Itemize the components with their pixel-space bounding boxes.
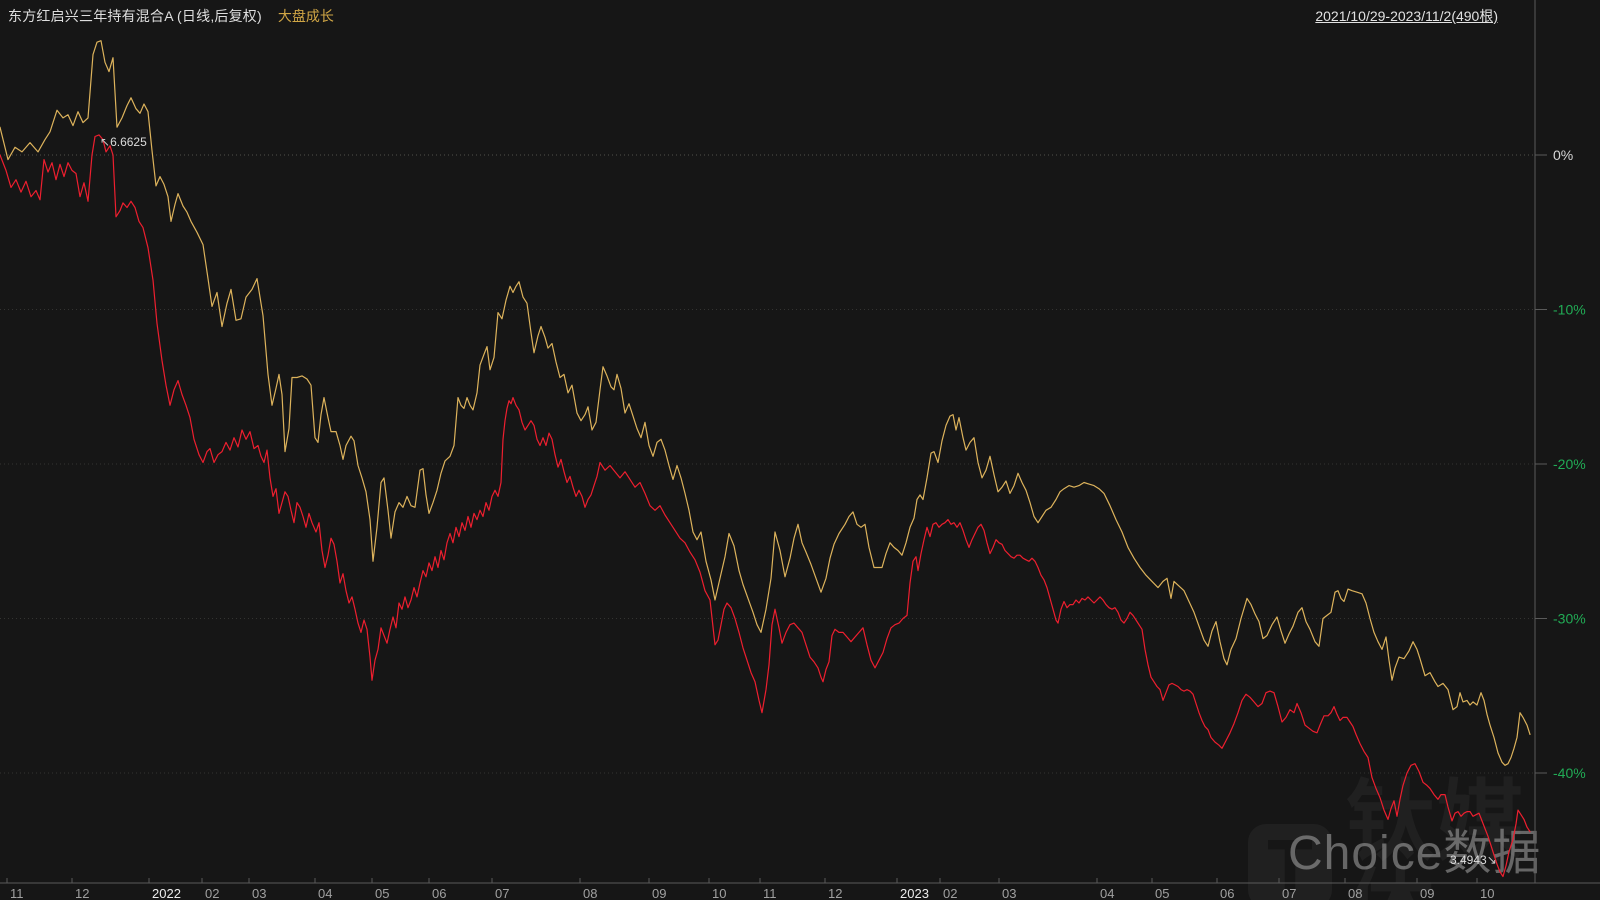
titanium-media-watermark: 钛媒体 <box>1248 778 1600 900</box>
x-axis-tick-label: 09 <box>1420 886 1434 900</box>
x-axis-tick-label: 12 <box>75 886 89 900</box>
max-value-label: 6.6625 <box>110 135 147 149</box>
index-series-line <box>0 40 1531 766</box>
date-range-label[interactable]: 2021/10/29-2023/11/2(490根) <box>1315 8 1498 24</box>
last-value-label: 3.4943 <box>1450 853 1487 867</box>
x-axis-tick-label: 03 <box>1002 886 1016 900</box>
x-axis-tick-label: 09 <box>652 886 666 900</box>
x-axis-tick-label: 02 <box>943 886 957 900</box>
y-axis-tick-label: -40% <box>1553 765 1586 781</box>
x-axis-tick-label: 07 <box>495 886 509 900</box>
titanium-media-logo-icon <box>1248 824 1332 900</box>
x-axis-tick-label: 02 <box>205 886 219 900</box>
y-axis-tick-label: 0% <box>1553 147 1573 163</box>
x-axis-tick-label: 07 <box>1282 886 1296 900</box>
y-axis-tick-label: -20% <box>1553 456 1586 472</box>
x-axis-tick-label: 06 <box>1220 886 1234 900</box>
choice-data-watermark: Choice数据 <box>1288 827 1542 880</box>
x-axis-tick-label: 10 <box>712 886 726 900</box>
chart-header: 东方红启兴三年持有混合A (日线,后复权) 大盘成长 <box>8 6 334 26</box>
x-axis-tick-label: 08 <box>583 886 597 900</box>
x-axis-tick-label: 05 <box>1155 886 1169 900</box>
x-axis-tick-label: 2022 <box>152 886 181 900</box>
x-axis-tick-label: 05 <box>375 886 389 900</box>
x-axis-tick-label: 11 <box>10 886 24 900</box>
x-axis-tick-label: 12 <box>828 886 842 900</box>
x-axis-tick-label: 04 <box>318 886 332 900</box>
titanium-media-watermark-text: 钛媒体 <box>1346 772 1527 900</box>
x-axis-tick-label: 08 <box>1348 886 1362 900</box>
x-axis-tick-label: 04 <box>1100 886 1114 900</box>
x-axis-tick-label: 10 <box>1480 886 1494 900</box>
x-axis-tick-label: 2023 <box>900 886 929 900</box>
fund-series-line <box>0 134 1531 878</box>
x-axis-tick-label: 11 <box>763 886 777 900</box>
max-value-marker: ↖6.6625 <box>100 135 147 149</box>
arrow-up-left-icon: ↖ <box>100 135 111 149</box>
last-value-marker: 3.4943↘ <box>1450 853 1497 867</box>
arrow-down-right-icon: ↘ <box>1486 853 1497 867</box>
index-legend-label[interactable]: 大盘成长 <box>277 8 334 24</box>
fund-series-title: 东方红启兴三年持有混合A (日线,后复权) <box>8 8 262 24</box>
y-axis-tick-label: -30% <box>1553 611 1586 627</box>
x-axis-tick-label: 03 <box>252 886 266 900</box>
y-axis-tick-label: -10% <box>1553 302 1586 318</box>
x-axis-tick-label: 06 <box>432 886 446 900</box>
